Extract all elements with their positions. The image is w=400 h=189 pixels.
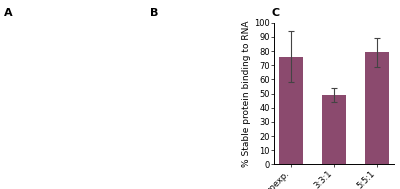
- Text: B: B: [150, 8, 158, 18]
- Text: C: C: [272, 8, 280, 18]
- Bar: [365, 52, 388, 164]
- Text: A: A: [4, 8, 13, 18]
- Y-axis label: % Stable protein binding to RNA: % Stable protein binding to RNA: [242, 20, 251, 167]
- Bar: [280, 57, 303, 164]
- Bar: [322, 95, 346, 164]
